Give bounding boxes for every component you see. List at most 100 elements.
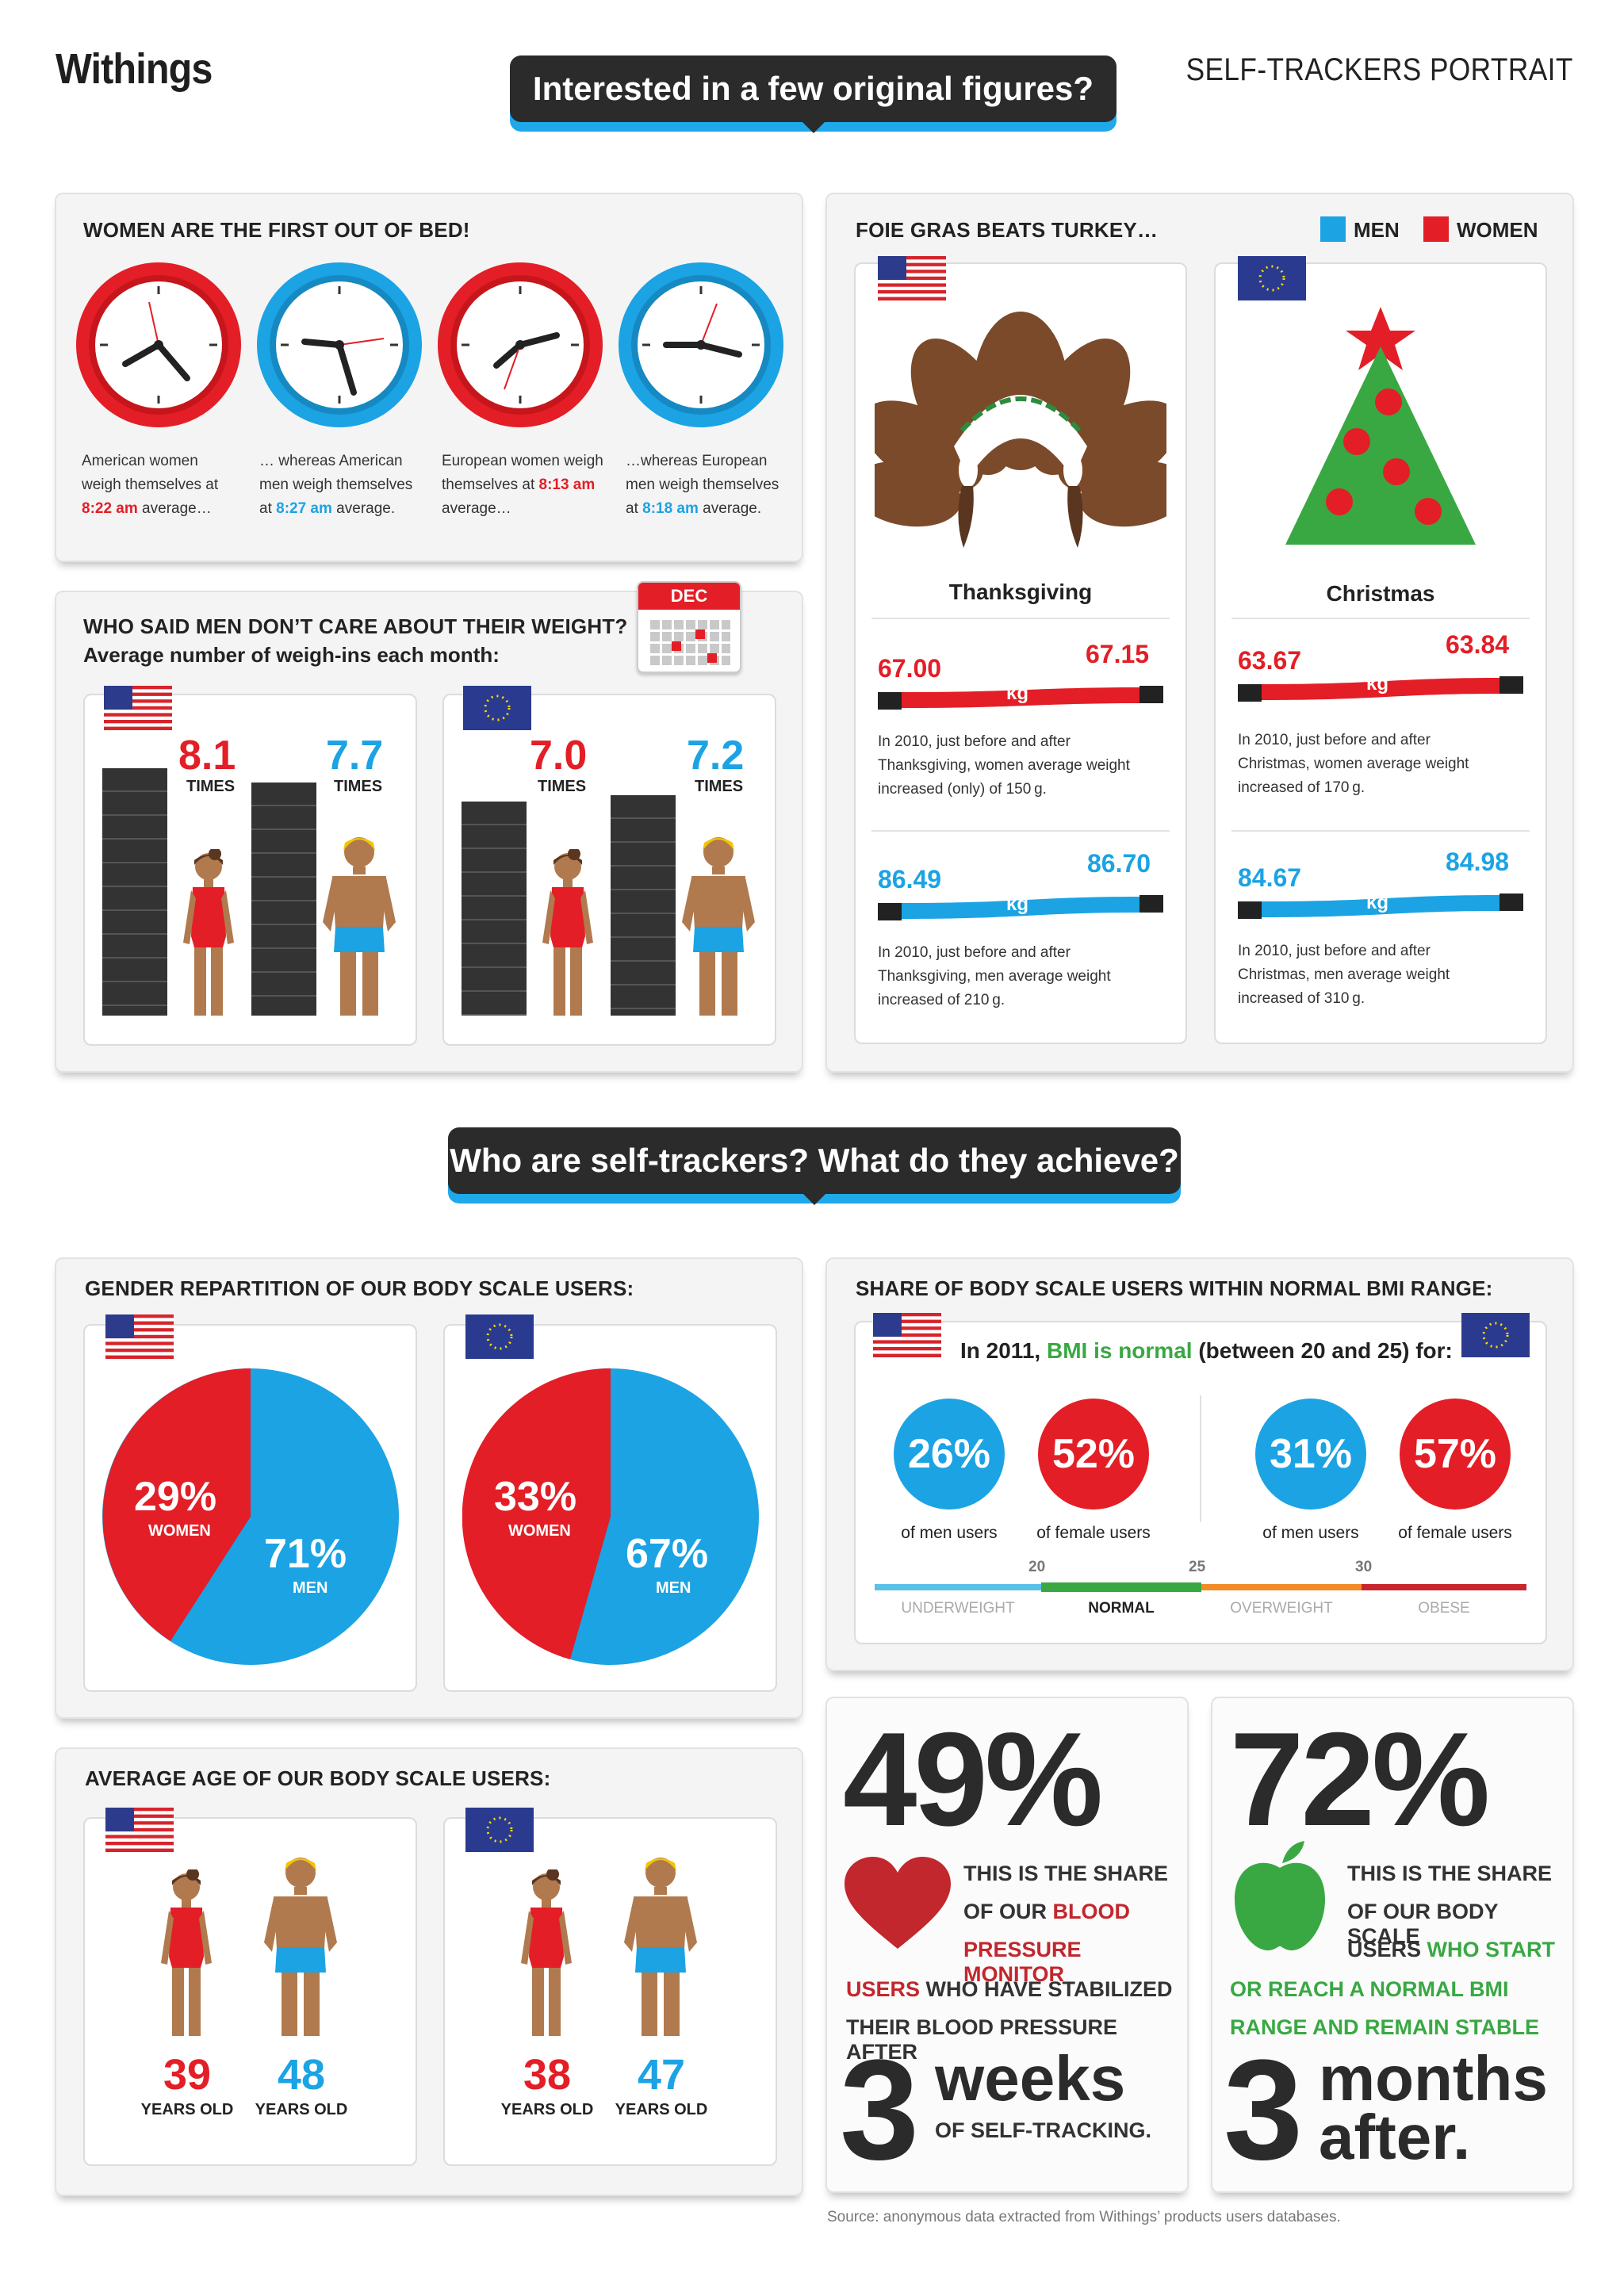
us-men-before: 86.49 — [878, 865, 942, 894]
wake-text-2: … whereas American men weigh themselves … — [259, 450, 427, 521]
legend-women-label: WOMEN — [1457, 218, 1538, 242]
top-banner-text: Interested in a few original figures? — [532, 70, 1094, 107]
middle-banner-text: Who are self-trackers? What do they achi… — [450, 1142, 1179, 1179]
divider — [871, 618, 1170, 619]
eu-men-bmi-label: of men users — [1262, 1524, 1359, 1542]
us-men-kg: kg — [1006, 894, 1029, 915]
middle-banner: Who are self-trackers? What do they achi… — [448, 1127, 1181, 1205]
eu-man-figure-icon — [624, 1858, 697, 2036]
calendar-icon: DEC — [637, 581, 741, 673]
bmi-title: SHARE OF BODY SCALE USERS WITHIN NORMAL … — [856, 1276, 1493, 1300]
eu-men-count: 7.2 — [687, 733, 745, 779]
bp-line-4: USERS WHO HAVE STABILIZED — [846, 1977, 1173, 2002]
age-us-card: 39 YEARS OLD 48 YEARS OLD — [83, 1808, 417, 2166]
bmi-intro-c: (between 20 and 25) for: — [1192, 1338, 1453, 1363]
apple-icon — [1235, 1841, 1325, 1951]
us-men-bmi-circle: 26% — [894, 1399, 1005, 1510]
headdress-icon — [875, 312, 1166, 548]
eu-men-kg: kg — [1366, 892, 1389, 913]
wake-time-1: 8:22 am — [82, 500, 138, 517]
age-title: AVERAGE AGE OF OUR BODY SCALE USERS: — [85, 1766, 551, 1790]
gender-us-card: 29% WOMEN 71% MEN — [83, 1314, 417, 1692]
divider — [871, 830, 1170, 832]
age-eu-card: 38 YEARS OLD 47 YEARS OLD — [443, 1808, 777, 2166]
eu-flag-icon — [1461, 1313, 1530, 1357]
eu-men-bmi-circle: 31% — [1255, 1399, 1366, 1510]
logo: Withings — [56, 45, 213, 93]
us-flag-icon — [873, 1313, 941, 1357]
gender-panel: GENDER REPARTITION OF OUR BODY SCALE USE… — [55, 1257, 803, 1719]
legend-men-swatch — [1320, 216, 1346, 242]
us-men-share: 71% — [264, 1531, 347, 1577]
bp-percent: 49% — [843, 1705, 1103, 1854]
us-flag-icon — [105, 1314, 174, 1359]
us-men-after: 86.70 — [1087, 849, 1151, 878]
us-men-count: 7.7 — [326, 733, 384, 779]
eu-man-figure-icon — [682, 837, 755, 1016]
eu-men-bar — [611, 795, 676, 1016]
eu-woman-figure-icon — [521, 1869, 572, 2036]
wake-text-1: American women weigh themselves at 8:22 … — [82, 450, 240, 521]
eu-women-before: 63.67 — [1238, 646, 1302, 675]
eu-men-text: In 2010, just before and after Christmas… — [1238, 943, 1450, 1007]
weighins-title: WHO SAID MEN DON’T CARE ABOUT THEIR WEIG… — [83, 614, 628, 638]
eu-women-weight-bar — [1238, 676, 1523, 702]
weighins-us-card: 8.1 TIMES 7.7 TIMES — [83, 686, 417, 1046]
us-men-bar — [251, 783, 316, 1016]
eu-men-after: 84.98 — [1446, 848, 1510, 876]
eu-women-after: 63.84 — [1446, 630, 1510, 659]
us-men-times: TIMES — [334, 778, 383, 795]
bmi-zone-normal: NORMAL — [1088, 1600, 1155, 1617]
eu-women-years: YEARS OLD — [500, 2101, 594, 2118]
bmi-panel: SHARE OF BODY SCALE USERS WITHIN NORMAL … — [825, 1257, 1574, 1671]
us-woman-figure-icon — [183, 849, 234, 1016]
us-women-age: 39 — [163, 2051, 212, 2099]
bmi-stat-line-2: OF OUR BODY SCALE — [1347, 1900, 1499, 1948]
weighins-panel: WHO SAID MEN DON’T CARE ABOUT THEIR WEIG… — [55, 581, 803, 1073]
bmi-stat-line-3b: WHO START — [1427, 1938, 1556, 1961]
bp-stat-panel: 49% THIS IS THE SHARE OF OUR BLOOD PRESS… — [825, 1697, 1189, 2193]
bmi-stat-num: 3 — [1224, 2030, 1304, 2190]
bmi-zone-overweight: OVERWEIGHT — [1230, 1600, 1333, 1617]
right-title: SELF-TRACKERS PORTRAIT — [1185, 52, 1573, 87]
us-men-label: MEN — [293, 1579, 328, 1597]
bp-unit: weeks — [935, 2043, 1126, 2114]
eu-men-years: YEARS OLD — [615, 2101, 708, 2118]
eu-men-weight-bar — [1238, 894, 1523, 919]
bp-line-2a: OF OUR — [963, 1900, 1053, 1923]
us-women-years: YEARS OLD — [140, 2101, 234, 2118]
bp-line-4a: USERS — [846, 1977, 921, 2001]
christmas-card: Christmas 63.67 63.84 kg In 2010, just b… — [1214, 256, 1547, 1044]
eu-women-label: WOMEN — [508, 1522, 571, 1540]
gender-eu-card: 33% WOMEN 67% MEN — [443, 1314, 777, 1692]
bp-line-2b: BLOOD — [1052, 1900, 1131, 1923]
eu-men-share: 67% — [626, 1531, 709, 1577]
thanksgiving-label: Thanksgiving — [948, 580, 1093, 604]
christmas-tree-icon — [1285, 307, 1476, 545]
eu-flag-icon — [465, 1808, 534, 1852]
gender-title: GENDER REPARTITION OF OUR BODY SCALE USE… — [85, 1276, 634, 1300]
bmi-scale-normal — [1041, 1582, 1201, 1592]
us-women-weight-bar — [878, 686, 1163, 710]
us-men-bmi-label: of men users — [901, 1524, 998, 1542]
calendar-month: DEC — [638, 583, 740, 610]
bmi-stat-percent: 72% — [1230, 1705, 1490, 1854]
us-women-after: 67.15 — [1086, 640, 1150, 668]
us-women-times: TIMES — [186, 778, 236, 795]
wake-pre-1: American women weigh themselves at — [82, 453, 219, 493]
wake-panel: WOMEN ARE THE FIRST OUT OF BED! — [55, 193, 803, 562]
us-women-share: 29% — [134, 1474, 217, 1520]
eu-women-age: 38 — [523, 2051, 572, 2099]
legend-men-label: MEN — [1354, 218, 1400, 242]
legend-women-swatch — [1423, 216, 1449, 242]
eu-women-bar — [462, 802, 527, 1016]
eu-men-before: 84.67 — [1238, 863, 1302, 892]
us-woman-figure-icon — [161, 1869, 212, 2036]
eu-women-share: 33% — [494, 1474, 577, 1520]
us-man-figure-icon — [323, 837, 396, 1016]
us-men-text: In 2010, just before and after Thanksgiv… — [878, 944, 1111, 1008]
bmi-stat-line-3: USERS WHO START — [1347, 1938, 1555, 1962]
bmi-scale-overweight — [1201, 1584, 1362, 1590]
eu-flag-icon — [1238, 256, 1306, 300]
us-flag-icon — [105, 1808, 174, 1852]
